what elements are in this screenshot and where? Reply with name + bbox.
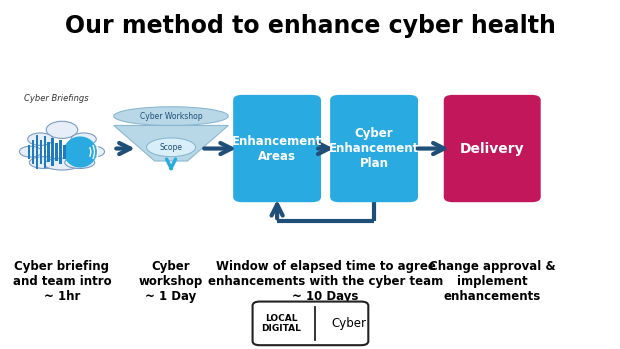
Polygon shape [114, 126, 228, 161]
FancyBboxPatch shape [252, 302, 368, 345]
FancyBboxPatch shape [63, 145, 66, 159]
Ellipse shape [64, 157, 95, 169]
Ellipse shape [82, 146, 105, 157]
FancyBboxPatch shape [55, 143, 58, 161]
Text: Cyber Workshop: Cyber Workshop [140, 112, 202, 121]
FancyBboxPatch shape [28, 145, 30, 159]
Text: LOCAL
DIGITAL: LOCAL DIGITAL [262, 314, 301, 333]
FancyBboxPatch shape [32, 140, 34, 164]
FancyBboxPatch shape [60, 140, 62, 164]
Text: Cyber
Enhancement
Plan: Cyber Enhancement Plan [329, 127, 419, 170]
FancyBboxPatch shape [330, 95, 418, 202]
Ellipse shape [71, 133, 96, 146]
Text: Delivery: Delivery [460, 142, 525, 156]
FancyBboxPatch shape [48, 142, 50, 162]
FancyBboxPatch shape [40, 140, 42, 164]
Ellipse shape [46, 121, 78, 139]
Ellipse shape [146, 138, 195, 157]
FancyBboxPatch shape [233, 95, 321, 202]
Ellipse shape [28, 133, 53, 146]
FancyBboxPatch shape [51, 138, 54, 166]
Ellipse shape [63, 136, 97, 168]
Text: Change approval &
implement
enhancements: Change approval & implement enhancements [429, 260, 556, 303]
Text: Enhancement
Areas: Enhancement Areas [232, 134, 322, 163]
Ellipse shape [19, 146, 42, 157]
Text: Cyber
workshop
~ 1 Day: Cyber workshop ~ 1 Day [139, 260, 203, 303]
Ellipse shape [29, 157, 60, 169]
Text: Cyber Briefings: Cyber Briefings [24, 94, 88, 103]
Text: Cyber briefing
and team intro
~ 1hr: Cyber briefing and team intro ~ 1hr [12, 260, 112, 303]
FancyBboxPatch shape [43, 136, 46, 168]
Text: Scope: Scope [159, 143, 182, 152]
Ellipse shape [114, 107, 228, 126]
Text: Window of elapsed time to agree
enhancements with the cyber team
~ 10 Days: Window of elapsed time to agree enhancem… [208, 260, 443, 303]
Text: Our method to enhance cyber health: Our method to enhance cyber health [65, 14, 556, 38]
Text: Cyber: Cyber [331, 317, 366, 330]
Ellipse shape [44, 158, 80, 170]
FancyBboxPatch shape [35, 135, 38, 169]
FancyBboxPatch shape [444, 95, 541, 202]
